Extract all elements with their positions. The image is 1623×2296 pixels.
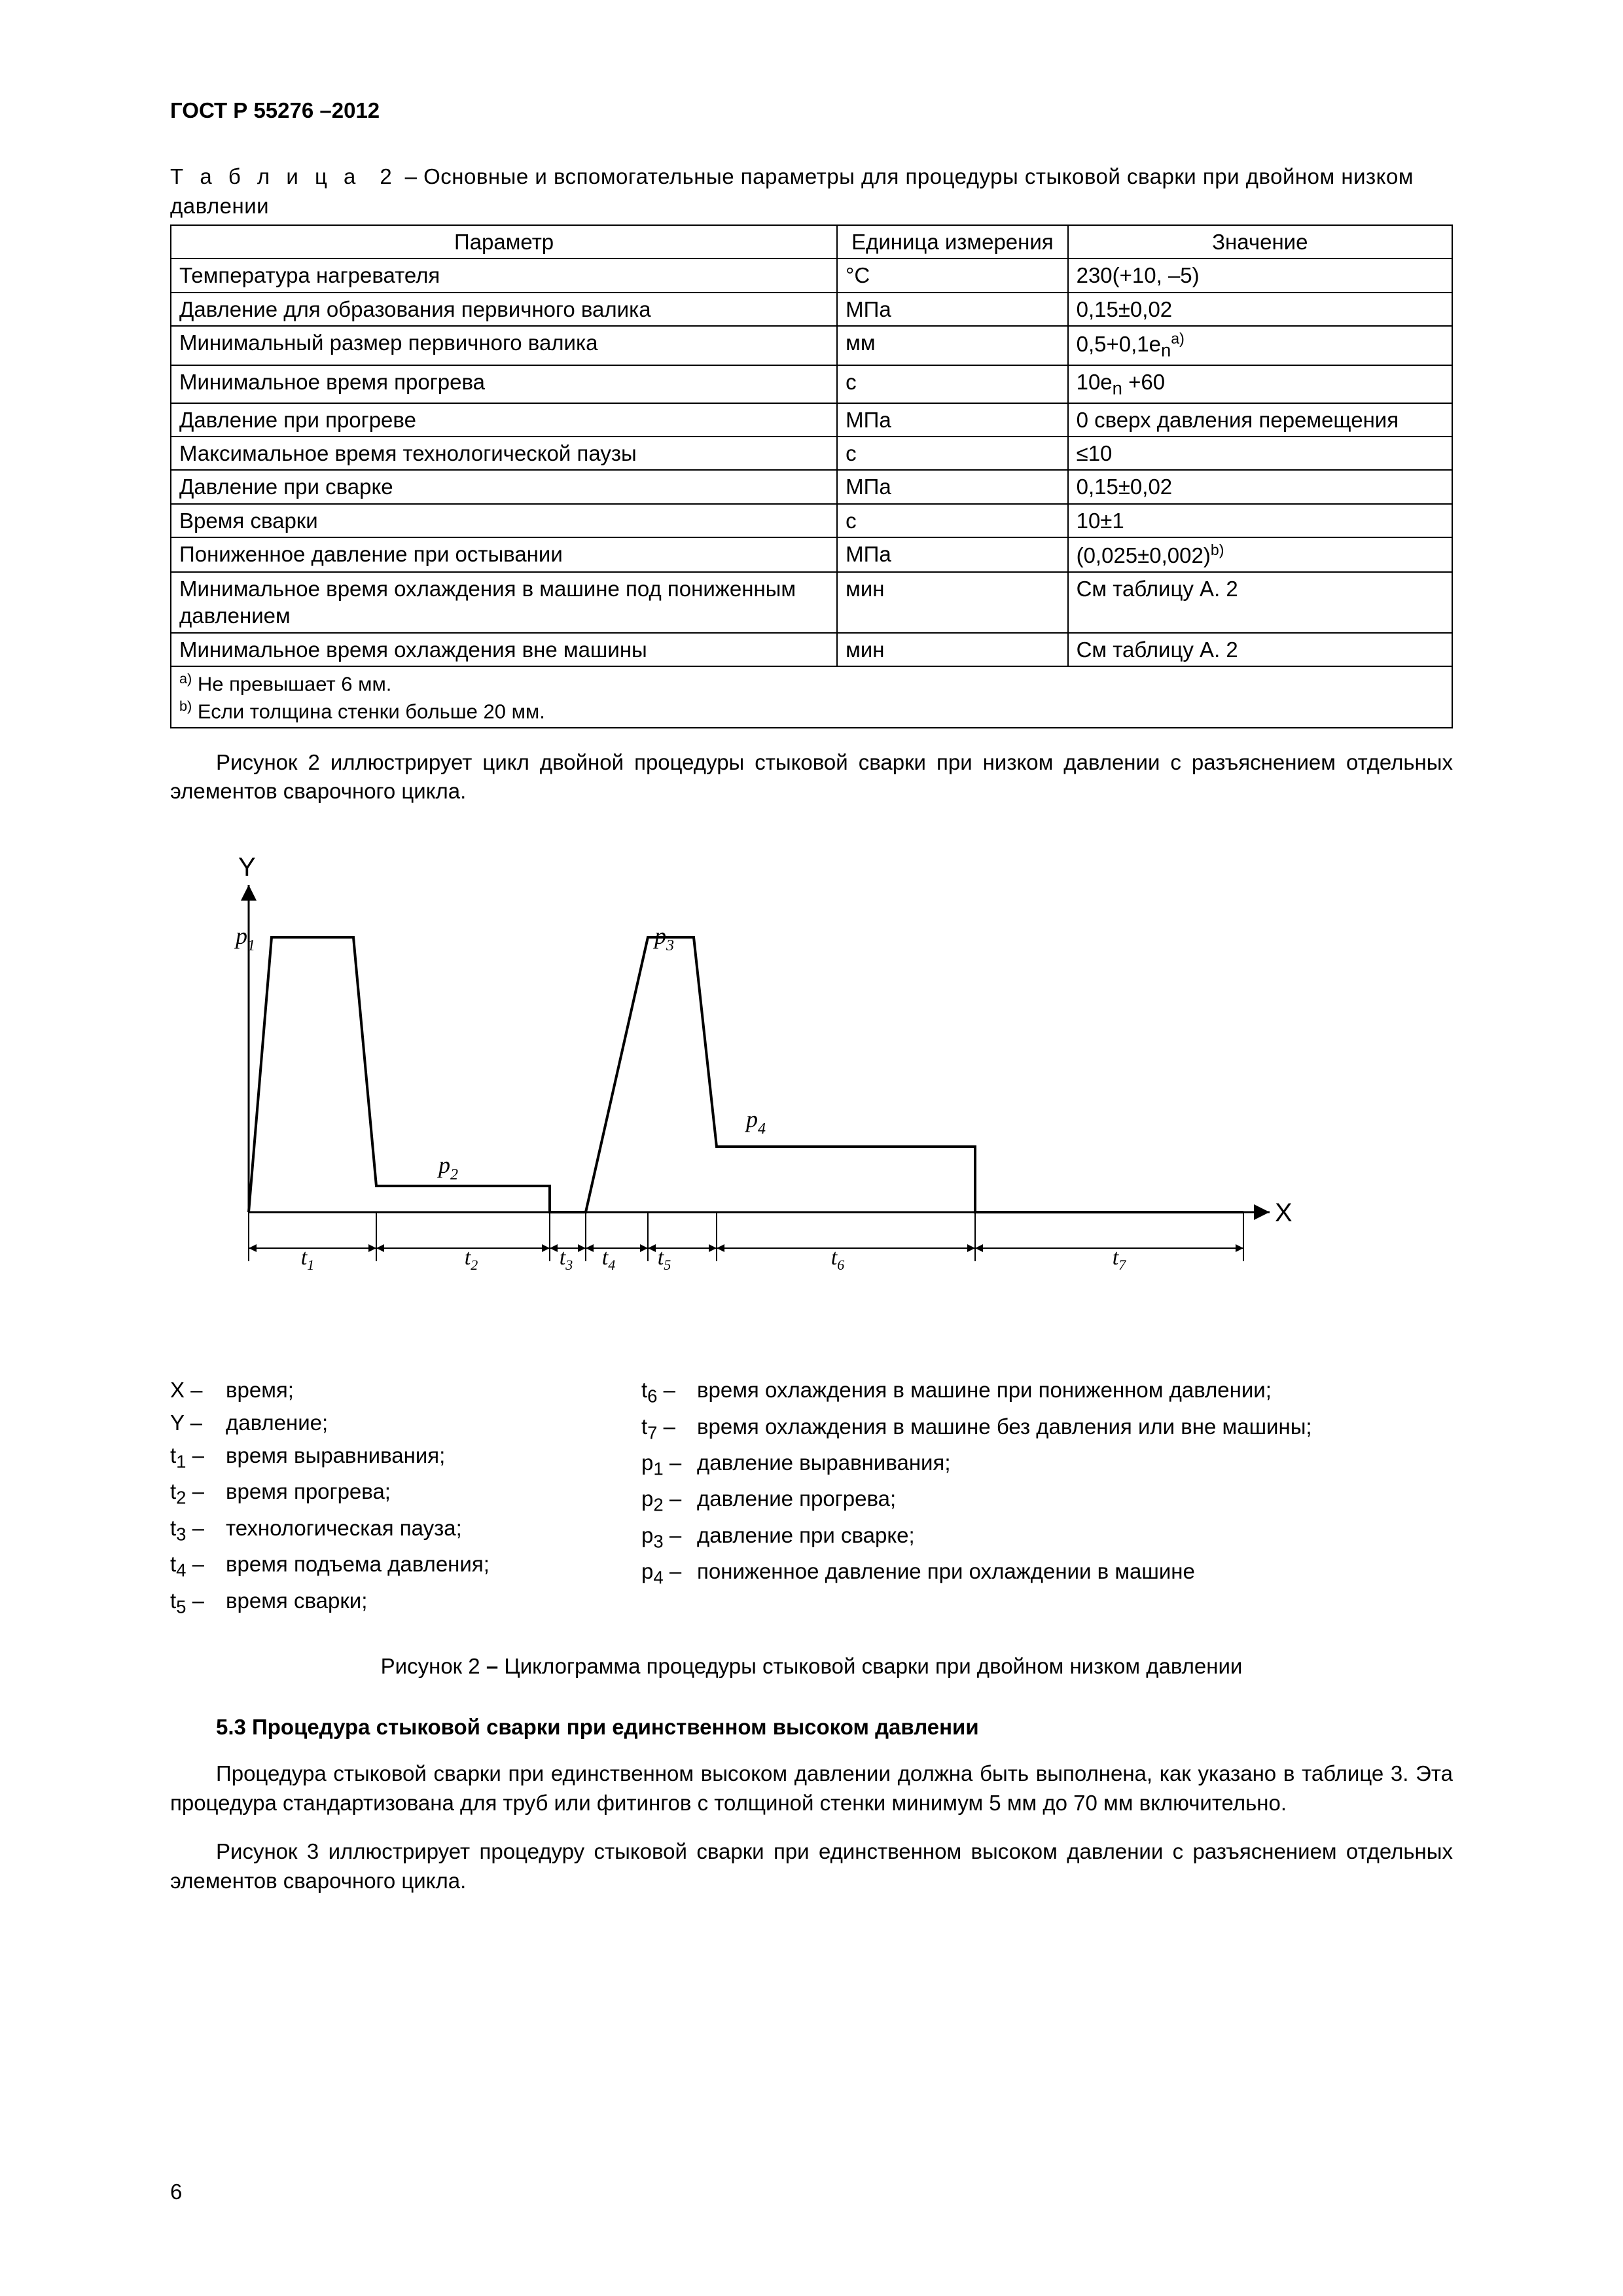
figure2-caption: Рисунок 2 – Циклограмма процедуры стыков… — [170, 1654, 1453, 1679]
cell-param: Пониженное давление при остывании — [171, 537, 837, 572]
table-row: Пониженное давление при остыванииМПа(0,0… — [171, 537, 1452, 572]
cell-value: 230(+10, –5) — [1068, 259, 1452, 292]
figure2-chart: Y Xp1 p2 p3 p4 t1 t2 t3 t4 t5 t6 t7 — [170, 846, 1315, 1322]
cell-unit: МПа — [837, 470, 1067, 503]
legend-item: t3 –технологическая пауза; — [170, 1513, 641, 1547]
footnote-b: b) Если толщина стенки больше 20 мм. — [179, 697, 1444, 725]
legend-item: Y –давление; — [170, 1407, 641, 1439]
svg-text:X: X — [1275, 1198, 1293, 1227]
cell-unit: МПа — [837, 537, 1067, 572]
legend-item: X –время; — [170, 1374, 641, 1406]
svg-text:t3: t3 — [560, 1246, 573, 1273]
cell-unit: мм — [837, 326, 1067, 365]
table-row: Давление при прогревеМПа0 сверх давления… — [171, 403, 1452, 437]
th-param: Параметр — [171, 225, 837, 259]
cell-param: Минимальное время охлаждения вне машины — [171, 633, 837, 666]
cell-value: (0,025±0,002)b) — [1068, 537, 1452, 572]
svg-text:p3: p3 — [652, 923, 674, 954]
table-row: Минимальное время прогревас10en +60 — [171, 365, 1452, 403]
legend-item: p4 –пониженное давление при охлаждении в… — [641, 1556, 1453, 1590]
cell-unit: с — [837, 437, 1067, 470]
cell-param: Минимальное время прогрева — [171, 365, 837, 403]
cell-param: Давление для образования первичного вали… — [171, 293, 837, 326]
cell-unit: МПа — [837, 293, 1067, 326]
cell-value: 10±1 — [1068, 504, 1452, 537]
legend-item: t1 –время выравнивания; — [170, 1440, 641, 1475]
caption-prefix: Т а б л и ц а — [170, 164, 361, 188]
legend-item: t4 –время подъема давления; — [170, 1549, 641, 1583]
cell-value: 0 сверх давления перемещения — [1068, 403, 1452, 437]
cell-value: ≤10 — [1068, 437, 1452, 470]
caption-dash: – — [405, 164, 418, 188]
table-row: Минимальное время охлаждения вне машиным… — [171, 633, 1452, 666]
table-row: Минимальное время охлаждения в машине по… — [171, 572, 1452, 633]
para-after-table: Рисунок 2 иллюстрирует цикл двойной проц… — [170, 748, 1453, 806]
svg-text:t7: t7 — [1113, 1246, 1126, 1273]
th-unit: Единица измерения — [837, 225, 1067, 259]
cell-param: Минимальное время охлаждения в машине по… — [171, 572, 837, 633]
document-header: ГОСТ Р 55276 –2012 — [170, 98, 1453, 123]
cell-unit: мин — [837, 572, 1067, 633]
cell-unit: с — [837, 504, 1067, 537]
cell-value: См таблицу А. 2 — [1068, 572, 1452, 633]
cell-param: Время сварки — [171, 504, 837, 537]
th-value: Значение — [1068, 225, 1452, 259]
figure2-legend: X –время;Y –давление;t1 –время выравнива… — [170, 1374, 1453, 1621]
caption-number: 2 — [380, 164, 392, 188]
table-row: Давление для образования первичного вали… — [171, 293, 1452, 326]
legend-item: p2 –давление прогрева; — [641, 1483, 1453, 1518]
cell-param: Максимальное время технологической паузы — [171, 437, 837, 470]
svg-text:p1: p1 — [234, 923, 255, 954]
table-row: Минимальный размер первичного валикамм0,… — [171, 326, 1452, 365]
cell-value: См таблицу А. 2 — [1068, 633, 1452, 666]
table-row: Давление при сваркеМПа0,15±0,02 — [171, 470, 1452, 503]
section-5-3-p2: Рисунок 3 иллюстрирует процедуру стыково… — [170, 1837, 1453, 1895]
table2: Параметр Единица измерения Значение Темп… — [170, 224, 1453, 728]
svg-text:t2: t2 — [465, 1246, 478, 1273]
footnote-a: a) Не превышает 6 мм. — [179, 670, 1444, 697]
table-row: Температура нагревателя°C230(+10, –5) — [171, 259, 1452, 292]
cell-unit: °C — [837, 259, 1067, 292]
table-row: Максимальное время технологической паузы… — [171, 437, 1452, 470]
cell-param: Давление при прогреве — [171, 403, 837, 437]
table2-caption: Т а б л и ц а 2 – Основные и вспомогател… — [170, 162, 1453, 221]
cell-param: Температура нагревателя — [171, 259, 837, 292]
cell-value: 0,5+0,1ena) — [1068, 326, 1452, 365]
svg-text:t4: t4 — [602, 1246, 615, 1273]
section-5-3-p1: Процедура стыковой сварки при единственн… — [170, 1759, 1453, 1818]
legend-item: t2 –время прогрева; — [170, 1476, 641, 1511]
cell-param: Давление при сварке — [171, 470, 837, 503]
legend-item: p3 –давление при сварке; — [641, 1520, 1453, 1554]
cell-unit: мин — [837, 633, 1067, 666]
svg-text:Y: Y — [238, 853, 256, 882]
cell-value: 10en +60 — [1068, 365, 1452, 403]
svg-text:p2: p2 — [437, 1152, 458, 1183]
table2-footnotes: a) Не превышает 6 мм. b) Если толщина ст… — [171, 666, 1452, 728]
legend-item: t5 –время сварки; — [170, 1585, 641, 1620]
section-5-3-head: 5.3 Процедура стыковой сварки при единст… — [170, 1715, 1453, 1740]
cell-value: 0,15±0,02 — [1068, 470, 1452, 503]
cell-unit: с — [837, 365, 1067, 403]
cell-param: Минимальный размер первичного валика — [171, 326, 837, 365]
legend-item: t6 –время охлаждения в машине при пониже… — [641, 1374, 1453, 1409]
table-row: Время сваркис10±1 — [171, 504, 1452, 537]
svg-text:t6: t6 — [831, 1246, 844, 1273]
cell-value: 0,15±0,02 — [1068, 293, 1452, 326]
legend-item: t7 –время охлаждения в машине без давлен… — [641, 1411, 1453, 1446]
legend-item: p1 –давление выравнивания; — [641, 1447, 1453, 1482]
svg-text:t5: t5 — [658, 1246, 671, 1273]
cell-unit: МПа — [837, 403, 1067, 437]
page-number: 6 — [170, 2179, 182, 2204]
svg-text:t1: t1 — [301, 1246, 314, 1273]
svg-text:p4: p4 — [744, 1106, 766, 1138]
